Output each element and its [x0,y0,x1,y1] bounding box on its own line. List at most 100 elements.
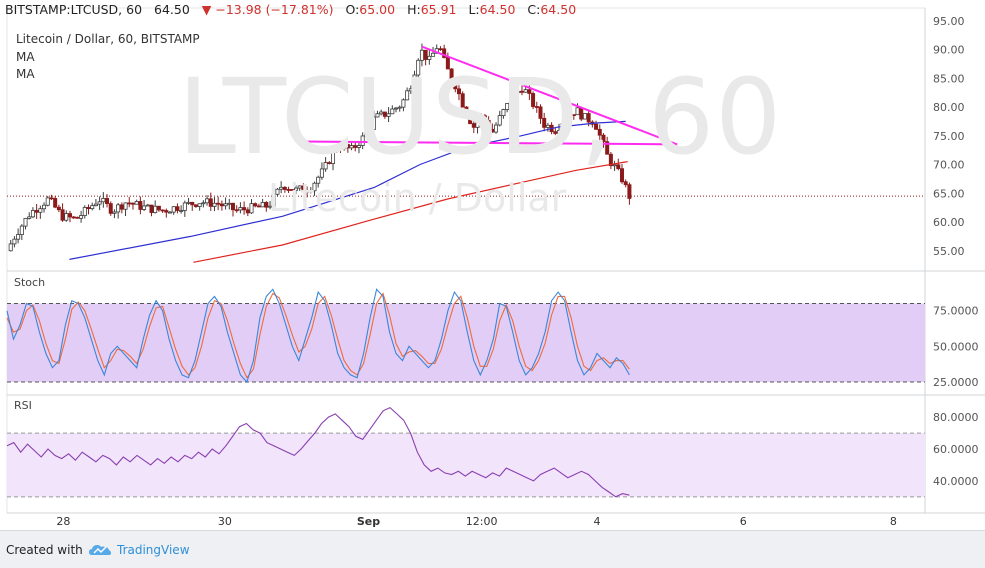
candle-body [93,203,98,207]
candle-body [275,188,280,195]
candle-body [119,204,124,210]
time-tick-label: 4 [593,515,600,528]
candle-body [397,106,402,109]
candle-body [227,202,232,205]
candle-body [427,55,432,60]
candle-body [616,164,621,170]
created-with-text: Created with [6,543,83,557]
candle-body [308,190,313,193]
candle-body [597,128,602,136]
candle-body [623,181,628,186]
candle-body [501,109,506,117]
candle-body [27,216,32,219]
candle-body [97,201,102,205]
candle-body [586,113,591,123]
candle-body [627,184,632,199]
candle-body [331,150,336,164]
candle-body [471,123,476,128]
candle-body [482,115,487,121]
candle-body [156,205,161,211]
candle-body [401,99,406,108]
candle-body [8,243,13,252]
candle-body [349,145,354,149]
candle-body [531,93,536,107]
candle-body [45,197,50,206]
candle-body [345,144,350,149]
rsi-panel-label[interactable]: RSI [14,399,32,412]
candle-body [442,48,447,58]
candle-body [138,201,143,210]
legend-ma-fast[interactable]: MA [16,50,35,64]
candle-body [534,106,539,108]
candle-body [601,134,606,143]
candle-body [494,124,499,133]
candle-body [201,202,206,205]
candle-body [282,186,287,190]
candle-body [219,203,224,207]
candle-body [293,187,298,191]
candle-body [64,213,69,221]
candle-body [53,198,58,208]
trendline-descending [421,45,678,146]
legend-ma-slow[interactable]: MA [16,67,35,81]
candle-body [175,206,180,211]
candle-body [364,131,369,137]
candle-body [290,189,295,191]
candle-body [90,205,95,209]
candle-body [301,185,306,192]
low-label: L: [468,2,480,17]
candle-body [497,115,502,126]
candle-body [608,153,613,167]
high-label: H: [407,2,421,17]
candle-body [319,168,324,178]
candle-body [212,202,217,207]
rsi-tick-label: 40.0000 [933,475,979,488]
candle-body [42,204,47,210]
candle-body [327,162,332,164]
legend-title[interactable]: Litecoin / Dollar, 60, BITSTAMP [16,32,200,46]
candle-body [168,211,173,214]
rsi-tick-label: 60.0000 [933,443,979,456]
candle-body [557,130,562,134]
candle-body [223,203,228,207]
candle-body [179,210,184,212]
rsi-line [6,406,630,498]
close-value: 64.50 [540,2,577,17]
price-chart[interactable]: 95.00 90.00 85.00 80.00 75.00 70.00 65.00 60.00… [0,0,985,530]
candle-body [71,216,76,219]
candle-body [16,234,21,240]
price-tick-label: 80.00 [933,101,965,114]
candle-body [464,106,469,116]
candle-body [75,216,80,219]
candle-body [242,207,247,211]
candle-body [145,204,150,207]
candle-body [19,225,24,235]
candle-body [612,164,617,167]
price-tick-label: 65.00 [933,187,965,200]
price-change: ▼ −13.98 (−17.81%) [201,2,334,17]
candle-body [230,202,235,211]
tradingview-link[interactable]: TradingView [117,543,190,557]
candle-body [182,202,187,211]
price-tick-label: 55.00 [933,245,965,258]
candle-body [412,74,417,90]
candle-body [379,111,384,115]
candle-body [67,213,72,218]
candle-body [23,217,28,227]
stoch-panel-label[interactable]: Stoch [14,276,46,289]
candle-body [305,191,310,193]
candle-body [234,209,239,212]
watermark-symbol: LTCUSD, 60 [178,56,783,178]
candle-body [512,92,517,103]
candle-body [423,49,428,60]
open-label: O: [345,2,360,17]
ma-slow-line [193,161,628,263]
candle-body [479,115,484,123]
candle-body [553,131,558,134]
candle-body [605,141,610,155]
watermark-description: Litecoin / Dollar [268,176,567,220]
ma-fast-line [69,120,626,260]
candle-body [360,135,365,146]
time-tick-label: 6 [740,515,747,528]
time-tick-label: 12:00 [466,515,498,528]
